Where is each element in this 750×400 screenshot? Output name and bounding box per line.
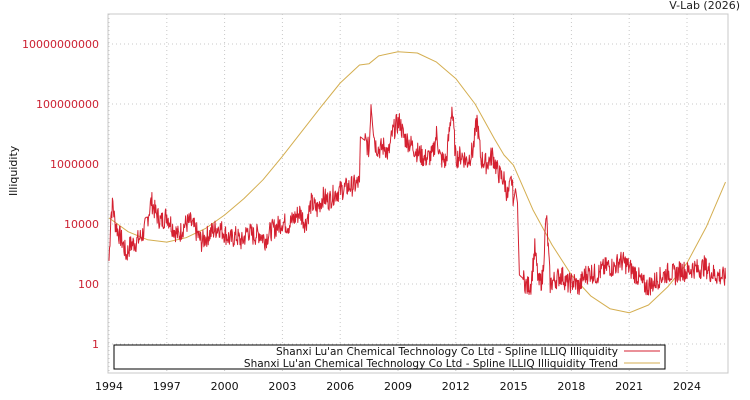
x-tick-label: 2009 xyxy=(384,380,412,393)
y-tick-label: 1 xyxy=(92,338,99,351)
y-tick-label: 1000000 xyxy=(50,158,99,171)
legend-box xyxy=(113,344,666,370)
legend: Shanxi Lu'an Chemical Technology Co Ltd … xyxy=(113,344,666,370)
chart-credit: V-Lab (2026) xyxy=(669,0,740,12)
plot-frame xyxy=(107,13,729,374)
x-tick-label: 2021 xyxy=(615,380,643,393)
y-tick-label: 10000000000 xyxy=(22,38,99,51)
x-axis-ticks: 1994 1997 2000 2003 2006 2009 2012 2015 2018 2021… xyxy=(95,380,701,393)
x-tick-label: 2015 xyxy=(500,380,528,393)
x-tick-label: 2006 xyxy=(326,380,354,393)
illiquidity-line xyxy=(108,104,726,296)
trend-line xyxy=(108,51,726,314)
x-tick-label: 2012 xyxy=(442,380,470,393)
series-lines xyxy=(108,51,726,314)
y-tick-label: 100 xyxy=(78,278,99,291)
x-tick-label: 2000 xyxy=(211,380,239,393)
x-tick-label: 2024 xyxy=(673,380,701,393)
legend-label-trend: Shanxi Lu'an Chemical Technology Co Ltd … xyxy=(244,358,618,370)
gridlines xyxy=(108,14,728,373)
x-tick-label: 1994 xyxy=(95,380,123,393)
y-tick-label: 100000000 xyxy=(36,98,99,111)
x-tick-label: 1997 xyxy=(153,380,181,393)
y-tick-label: 10000 xyxy=(64,218,99,231)
legend-label-illiquidity: Shanxi Lu'an Chemical Technology Co Ltd … xyxy=(276,346,618,358)
y-axis-ticks: 1 100 10000 1000000 100000000 10000000000 xyxy=(22,38,99,351)
x-tick-label: 2003 xyxy=(268,380,296,393)
x-tick-label: 2018 xyxy=(557,380,585,393)
